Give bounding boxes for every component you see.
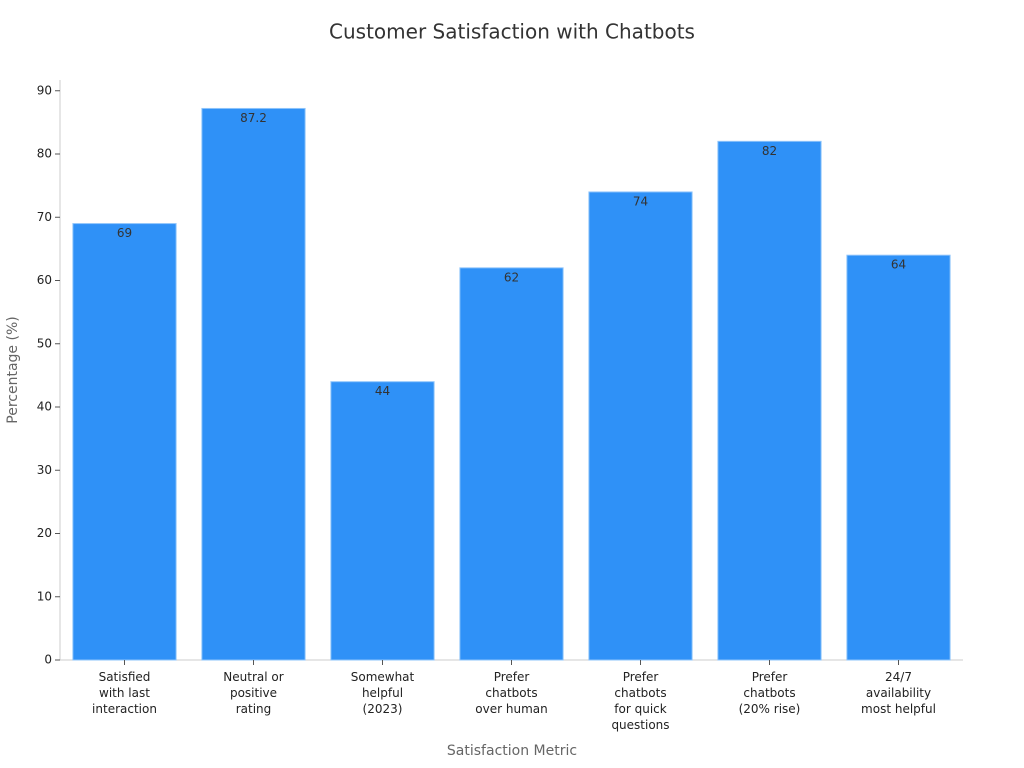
y-tick-label: 50 <box>37 336 52 350</box>
x-tick-label: Somewhat helpful (2023) <box>350 670 415 716</box>
x-tick-label: Satisfied with last interaction <box>92 670 157 716</box>
bar <box>459 267 564 661</box>
bar <box>330 381 435 661</box>
y-tick-label: 70 <box>37 210 52 224</box>
value-label: 69 <box>117 226 132 240</box>
y-tick-label: 30 <box>37 463 52 477</box>
x-tick-label: Prefer chatbots over human <box>475 670 548 716</box>
value-label: 74 <box>633 194 648 208</box>
bar <box>846 254 951 661</box>
y-tick-label: 10 <box>37 589 52 603</box>
bar <box>717 140 822 661</box>
y-tick-label: 0 <box>44 653 52 667</box>
bar <box>588 191 693 661</box>
bar <box>201 107 306 661</box>
chart-title: Customer Satisfaction with Chatbots <box>329 20 695 44</box>
x-axis-label: Satisfaction Metric <box>447 743 577 759</box>
value-label: 87.2 <box>240 111 267 125</box>
value-label: 44 <box>375 384 390 398</box>
x-tick-label: 24/7 availability most helpful <box>861 670 936 716</box>
y-tick-label: 20 <box>37 526 52 540</box>
value-label: 64 <box>891 258 906 272</box>
bar <box>72 223 177 661</box>
y-axis-label: Percentage (%) <box>5 316 21 423</box>
value-label: 82 <box>762 144 777 158</box>
x-tick-label: Prefer chatbots for quick questions <box>611 670 670 732</box>
y-tick-label: 40 <box>37 400 52 414</box>
y-tick-label: 60 <box>37 273 52 287</box>
y-tick-label: 80 <box>37 147 52 161</box>
value-label: 62 <box>504 270 519 284</box>
y-tick-label: 90 <box>37 83 52 97</box>
x-tick-label: Prefer chatbots (20% rise) <box>738 670 801 716</box>
x-tick-label: Neutral or positive rating <box>223 670 284 716</box>
